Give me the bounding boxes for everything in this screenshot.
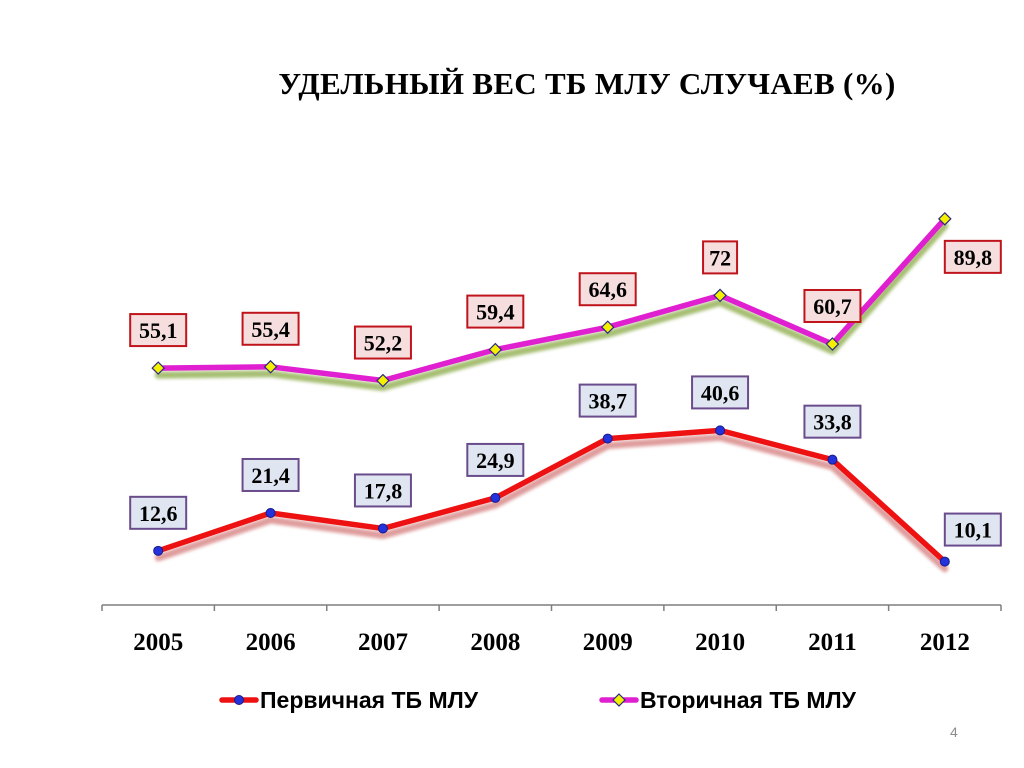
data-point: [376, 373, 390, 388]
legend-marker: [234, 695, 244, 705]
data-label: 72: [702, 240, 739, 275]
data-point: [263, 359, 278, 374]
legend-label: Вторичная ТБ МЛУ: [640, 687, 857, 713]
data-label: 17,8: [353, 473, 412, 508]
data-label-text: 24,9: [476, 448, 515, 473]
x-tick-label: 2007: [358, 629, 408, 656]
series-line-shadow: [154, 433, 949, 573]
data-label-text: 40,6: [701, 380, 740, 405]
data-label-box: [241, 457, 300, 492]
data-label: 38,7: [578, 383, 637, 418]
legend-item: Первичная ТБ МЛУ: [219, 687, 479, 713]
x-tick-label: 2006: [246, 629, 296, 656]
data-label-box: [803, 404, 862, 439]
data-point: [265, 507, 276, 518]
data-label-box: [943, 239, 1002, 274]
data-label-box: [241, 311, 300, 346]
data-label-text: 55,1: [139, 318, 178, 343]
data-label-box: [466, 442, 525, 477]
data-point: [715, 425, 726, 436]
data-label: 64,6: [578, 272, 637, 307]
data-label: 10,1: [943, 512, 1002, 547]
data-label-text: 59,4: [476, 300, 515, 325]
data-point: [939, 556, 950, 567]
data-label-text: 21,4: [251, 463, 290, 488]
data-label-box: [578, 383, 637, 418]
slide-number: 4: [950, 724, 958, 740]
data-point: [825, 337, 840, 351]
data-label: 40,6: [691, 375, 750, 410]
data-label-text: 12,6: [139, 501, 178, 526]
data-label-box: [578, 272, 637, 307]
data-label: 89,8: [943, 239, 1002, 274]
data-label-box: [353, 473, 412, 508]
x-tick-label: 2011: [808, 629, 857, 656]
legend-label: Первичная ТБ МЛУ: [260, 687, 479, 713]
x-tick-label: 2008: [470, 629, 520, 656]
data-label-text: 72: [709, 245, 731, 270]
data-label: 55,4: [241, 311, 300, 346]
data-label-text: 10,1: [954, 518, 993, 543]
data-label-text: 55,4: [251, 317, 290, 342]
data-point: [488, 342, 503, 357]
data-point: [600, 320, 615, 335]
data-label: 60,7: [803, 288, 862, 323]
legend-item: Вторичная ТБ МЛУ: [599, 687, 857, 713]
data-point: [490, 492, 501, 503]
data-label: 59,4: [466, 294, 525, 329]
data-label-box: [353, 325, 412, 360]
legend-marker: [612, 693, 626, 707]
data-label-text: 52,2: [364, 331, 403, 356]
data-label-text: 89,8: [954, 245, 993, 270]
data-label-text: 38,7: [588, 389, 627, 414]
series-line: [155, 427, 948, 565]
data-label: 12,6: [129, 495, 188, 530]
data-label-box: [129, 313, 188, 348]
data-label: 24,9: [466, 442, 525, 477]
data-point: [937, 212, 952, 226]
data-label: 55,1: [129, 313, 188, 348]
data-point: [153, 545, 164, 556]
x-tick-label: 2005: [133, 629, 183, 656]
data-label: 21,4: [241, 457, 300, 492]
x-tick-label: 2009: [583, 629, 633, 656]
data-label-box: [129, 495, 188, 530]
chart-title: УДЕЛЬНЫЙ ВЕС ТБ МЛУ СЛУЧАЕВ (%): [278, 66, 896, 101]
data-point: [151, 361, 166, 375]
series-line: [155, 216, 948, 384]
data-label-box: [466, 294, 525, 329]
data-label-text: 33,8: [813, 410, 852, 435]
x-tick-label: 2012: [920, 629, 970, 656]
data-label-text: 64,6: [588, 277, 627, 302]
data-label-box: [702, 240, 739, 275]
data-label-box: [943, 512, 1002, 547]
data-label-box: [803, 288, 862, 323]
data-label: 33,8: [803, 404, 862, 439]
data-label-box: [691, 375, 750, 410]
data-point: [713, 288, 727, 303]
data-label-text: 60,7: [813, 294, 852, 319]
data-point: [827, 454, 838, 465]
data-label-text: 17,8: [364, 478, 403, 503]
x-tick-label: 2010: [695, 629, 745, 656]
data-point: [377, 523, 388, 534]
series-line-shadow: [154, 222, 949, 391]
data-label: 52,2: [353, 325, 412, 360]
data-point: [602, 433, 613, 444]
